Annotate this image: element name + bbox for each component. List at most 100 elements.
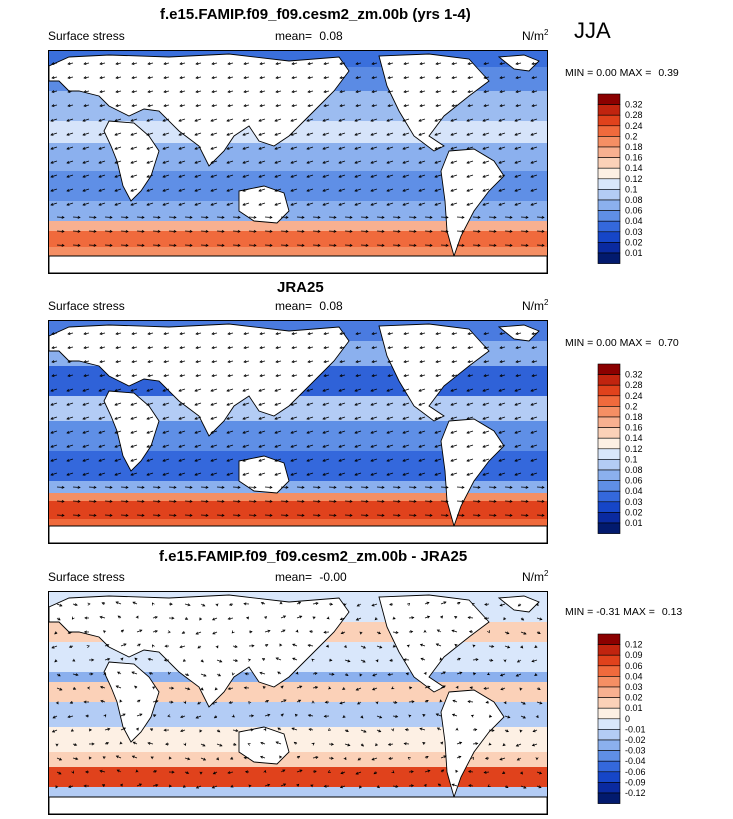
colorbar-box: [597, 665, 621, 677]
panel1-mean-label: mean=: [275, 29, 313, 43]
colorbar-tick-label: 0.03: [625, 682, 643, 692]
land-mass: [378, 53, 490, 152]
colorbar-box: [597, 686, 621, 698]
colorbar-tick-label: 0.02: [625, 693, 643, 703]
land-mass: [238, 726, 290, 765]
colorbar-tick-label: -0.09: [625, 777, 646, 787]
land-mass: [497, 324, 540, 342]
colorbar-box: [597, 676, 621, 688]
colorbar-tick-label: 0.03: [625, 497, 643, 507]
wind-vectors: [51, 601, 543, 789]
colorbar-box: [597, 178, 621, 190]
colorbar-tick-label: 0.16: [625, 423, 643, 433]
colorbar-box: [597, 644, 621, 656]
field-band: [49, 231, 547, 247]
colorbar-box: [597, 231, 621, 243]
field-band: [49, 787, 547, 797]
colorbar-box: [597, 448, 621, 460]
colorbar-box: [597, 136, 621, 148]
panel3-field-label: Surface stress: [48, 570, 125, 584]
colorbar-box: [597, 707, 621, 720]
colorbar-tick-label: 0.28: [625, 380, 643, 390]
colorbar-tick-label: 0.06: [625, 476, 643, 486]
colorbar-box: [597, 146, 621, 158]
panel2-mean-value: 0.08: [319, 299, 343, 313]
colorbar-tick-label: -0.04: [625, 756, 646, 766]
colorbar-tick-label: 0.18: [625, 142, 643, 152]
panel1-title: f.e15.FAMIP.f09_f09.cesm2_zm.00b (yrs 1-…: [160, 6, 471, 23]
colorbar-box: [597, 633, 621, 645]
colorbar-box: [597, 427, 621, 439]
colorbar-box: [597, 252, 621, 264]
wind-vectors: [50, 332, 545, 517]
wind-vectors: [50, 62, 545, 247]
colorbar-tick-label: 0.2: [625, 131, 638, 141]
colorbar-tick-label: 0.12: [625, 444, 643, 454]
field-band: [49, 247, 547, 256]
colorbar-box: [597, 750, 621, 762]
colorbar-box: [597, 490, 621, 503]
colorbar-tick-label: 0.12: [625, 174, 643, 184]
panel2-mean-label: mean=: [275, 299, 313, 313]
panel3-max-label: MAX =: [623, 606, 655, 618]
colorbar-tick-label: 0.18: [625, 412, 643, 422]
colorbar-box: [597, 480, 621, 492]
panel2-mean: mean= 0.08: [275, 299, 343, 313]
colorbar-tick-label: 0.32: [625, 370, 643, 380]
panel1-max-value: 0.39: [658, 67, 679, 79]
land-mass: [49, 255, 547, 273]
colorbar-tick-label: 0.28: [625, 110, 643, 120]
land-mass: [378, 323, 490, 422]
colorbar-box: [597, 416, 621, 428]
colorbar-tick-label: 0: [625, 714, 630, 724]
colorbar-box: [597, 739, 621, 751]
panel2-units-sup: 2: [544, 298, 549, 307]
panel3-map: [48, 591, 548, 815]
colorbar-tick-label: 0.01: [625, 518, 643, 528]
panel1-field-label: Surface stress: [48, 29, 125, 43]
panel1-units-text: N/m: [522, 29, 544, 43]
colorbar-tick-label: 0.32: [625, 100, 643, 110]
colorbar-box: [597, 522, 621, 534]
panel2-field-label: Surface stress: [48, 299, 125, 313]
colorbar-box: [597, 210, 621, 222]
land-mass: [103, 661, 160, 743]
land-mass: [49, 53, 350, 167]
colorbar-tick-label: 0.02: [625, 507, 643, 517]
colorbar-box: [597, 167, 621, 180]
colorbar-tick-label: 0.09: [625, 650, 643, 660]
panel3-min-label: MIN =: [565, 606, 594, 618]
colorbar-box: [597, 363, 621, 375]
colorbar-tick-label: 0.04: [625, 486, 643, 496]
field-band: [49, 493, 547, 501]
panel2-minmax: MIN = 0.00 MAX = 0.70: [565, 337, 679, 349]
field-band: [49, 682, 547, 702]
panel2-min-value: 0.00: [596, 337, 617, 349]
colorbar-tick-label: 0.04: [625, 216, 643, 226]
colorbar-tick-label: -0.12: [625, 788, 646, 798]
colorbar-box: [597, 104, 621, 116]
panel1-minmax: MIN = 0.00 MAX = 0.39: [565, 67, 679, 79]
panel3-max-value: 0.13: [661, 606, 683, 618]
colorbar-tick-label: -0.06: [625, 767, 646, 777]
land-mass: [103, 390, 160, 472]
colorbar-box: [597, 93, 621, 105]
colorbar-box: [597, 242, 621, 254]
panel2-units: N/m2: [522, 298, 548, 313]
colorbar-box: [597, 374, 621, 386]
field-band: [49, 672, 547, 682]
land-mass: [440, 148, 505, 258]
colorbar-box: [597, 157, 621, 169]
panel1-units: N/m2: [522, 28, 548, 43]
season-label: JJA: [574, 18, 611, 43]
colorbar-box: [597, 760, 621, 773]
panel1-mean-value: 0.08: [319, 29, 343, 43]
colorbar-box: [597, 395, 621, 407]
colorbar-box: [597, 125, 621, 137]
panel3-units-sup: 2: [544, 569, 549, 578]
colorbar-box: [597, 469, 621, 481]
colorbar-box: [597, 697, 621, 709]
panel3-units-text: N/m: [522, 570, 544, 584]
colorbar-box: [597, 792, 621, 804]
colorbar-tick-label: 0.01: [625, 703, 643, 713]
